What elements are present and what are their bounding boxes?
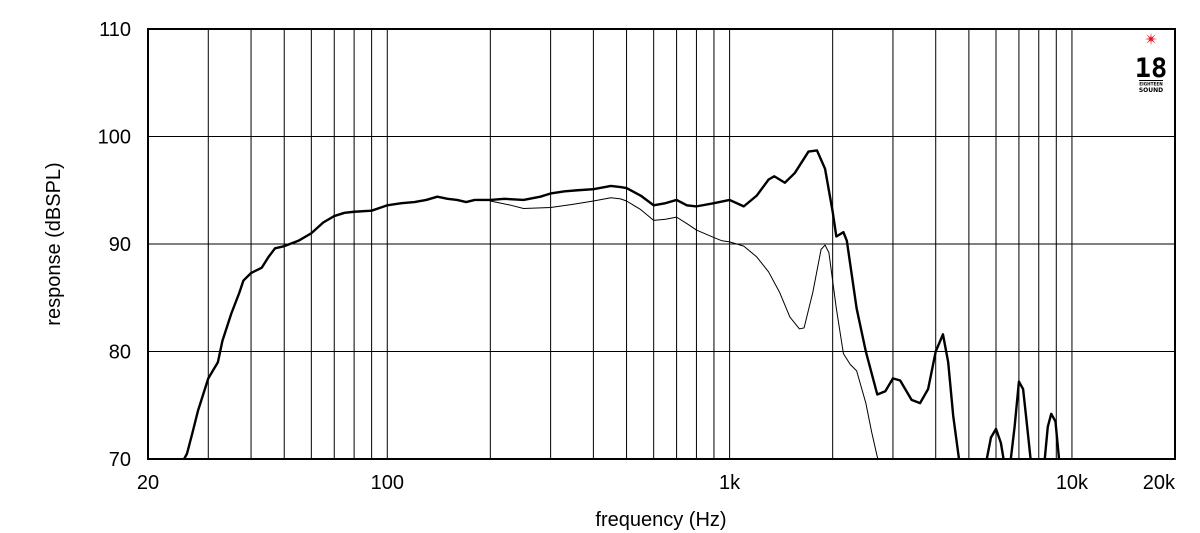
x-tick-label: 20 bbox=[137, 472, 159, 494]
response-curve-thick-2 bbox=[1009, 380, 1032, 459]
x-tick-label: 10k bbox=[1056, 472, 1089, 494]
plot-frame bbox=[147, 28, 1176, 460]
response-curves bbox=[182, 149, 1061, 459]
logo-number: 18 bbox=[1135, 53, 1168, 84]
star-shape bbox=[1144, 32, 1158, 46]
y-tick-labels: 70 80 90 100 110 bbox=[98, 19, 131, 471]
response-curve-thin-4 bbox=[489, 197, 879, 459]
x-tick-labels: 20 100 1k 10k 20k bbox=[137, 472, 1176, 494]
star-icon bbox=[1144, 32, 1158, 46]
eighteen-sound-logo: 18 EIGHTEEN SOUND bbox=[1135, 32, 1168, 94]
grid-lines bbox=[148, 28, 1175, 460]
x-tick-label: 1k bbox=[719, 472, 741, 494]
y-axis-title: response (dBSPL) bbox=[43, 162, 65, 325]
logo-sound-text: SOUND bbox=[1139, 87, 1163, 94]
y-tick-label: 70 bbox=[109, 449, 131, 471]
response-curve-thick-1 bbox=[985, 427, 1005, 459]
x-tick-label: 20k bbox=[1143, 472, 1176, 494]
response-curve-thick-0 bbox=[182, 149, 961, 459]
x-axis-title: frequency (Hz) bbox=[595, 509, 726, 531]
y-tick-label: 80 bbox=[109, 342, 131, 364]
response-curve-thick-3 bbox=[1043, 412, 1061, 459]
y-tick-label: 100 bbox=[98, 127, 131, 149]
y-tick-label: 90 bbox=[109, 234, 131, 256]
logo-eighteen-text: EIGHTEEN bbox=[1139, 82, 1163, 87]
x-tick-label: 100 bbox=[371, 472, 404, 494]
y-tick-label: 110 bbox=[99, 19, 131, 41]
logo-divider bbox=[1139, 80, 1163, 81]
